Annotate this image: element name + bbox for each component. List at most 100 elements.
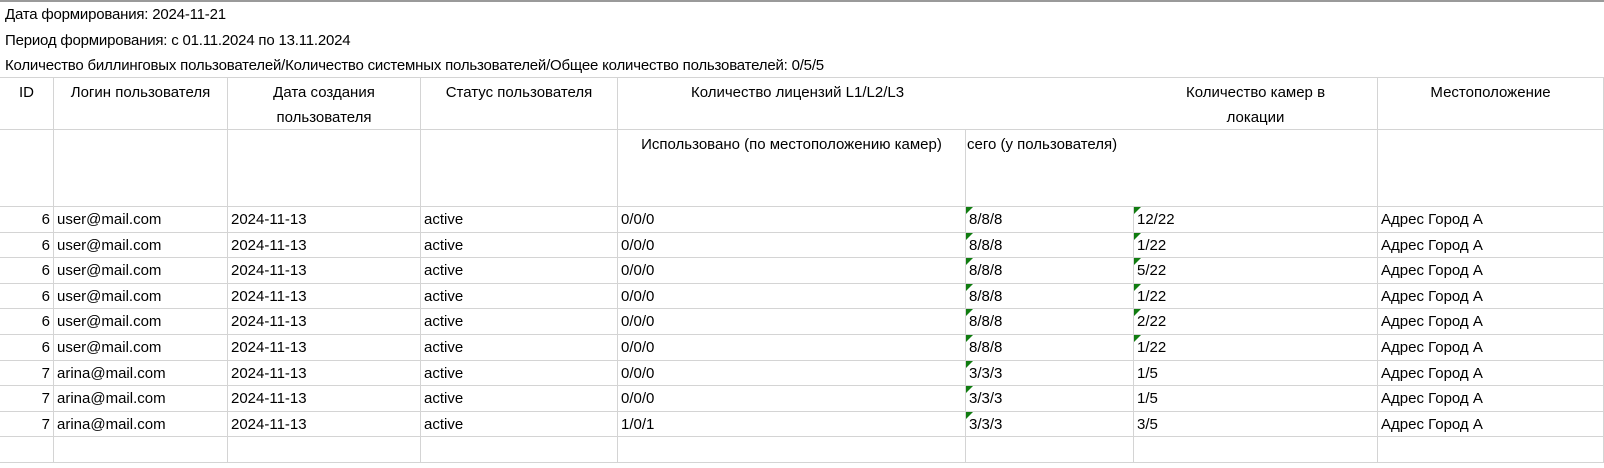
cell-used[interactable]: 0/0/0: [618, 258, 966, 284]
empty-cell[interactable]: [966, 437, 1134, 463]
cell-created[interactable]: 2024-11-13: [228, 232, 421, 259]
subheader-empty[interactable]: [0, 130, 54, 207]
subheader-empty[interactable]: [1134, 130, 1378, 207]
error-indicator-icon[interactable]: [1134, 207, 1141, 214]
cell-created[interactable]: 2024-11-13: [228, 283, 421, 310]
cell-total[interactable]: 8/8/8: [966, 283, 1134, 310]
cell-location[interactable]: Адрес Город А: [1378, 283, 1604, 310]
cell-created[interactable]: 2024-11-13: [228, 309, 421, 335]
cell-location[interactable]: Адрес Город А: [1378, 309, 1604, 335]
cell-login[interactable]: user@mail.com: [54, 232, 228, 259]
empty-cell[interactable]: [618, 437, 966, 463]
error-indicator-icon[interactable]: [966, 232, 973, 240]
subheader-empty[interactable]: [421, 130, 618, 207]
cell-used[interactable]: 0/0/0: [618, 207, 966, 233]
header-login[interactable]: Логин пользователя: [54, 78, 228, 130]
subheader-empty[interactable]: [1378, 130, 1604, 207]
cell-created[interactable]: 2024-11-13: [228, 335, 421, 361]
cell-cameras[interactable]: 1/22: [1134, 232, 1378, 259]
report-date[interactable]: Дата формирования: 2024-11-21: [5, 6, 226, 23]
cell-cameras[interactable]: 3/5: [1134, 411, 1378, 438]
cell-total[interactable]: 8/8/8: [966, 258, 1134, 284]
cell-id[interactable]: 6: [0, 232, 54, 259]
error-indicator-icon[interactable]: [966, 283, 973, 291]
cell-location[interactable]: Адрес Город А: [1378, 386, 1604, 412]
error-indicator-icon[interactable]: [966, 360, 973, 368]
cell-id[interactable]: 7: [0, 411, 54, 438]
cell-total[interactable]: 8/8/8: [966, 232, 1134, 259]
cell-used[interactable]: 1/0/1: [618, 411, 966, 438]
error-indicator-icon[interactable]: [1134, 283, 1141, 291]
cell-total[interactable]: 8/8/8: [966, 309, 1134, 335]
subheader-empty[interactable]: [228, 130, 421, 207]
cell-created[interactable]: 2024-11-13: [228, 360, 421, 387]
cell-login[interactable]: user@mail.com: [54, 258, 228, 284]
cell-login[interactable]: arina@mail.com: [54, 411, 228, 438]
empty-cell[interactable]: [1378, 437, 1604, 463]
cell-login[interactable]: user@mail.com: [54, 309, 228, 335]
header-location[interactable]: Местоположение: [1378, 78, 1604, 130]
cell-login[interactable]: user@mail.com: [54, 283, 228, 310]
error-indicator-icon[interactable]: [966, 207, 973, 214]
cell-total[interactable]: 3/3/3: [966, 386, 1134, 412]
header-licenses[interactable]: Количество лицензий L1/L2/L3: [618, 78, 1134, 130]
cell-cameras[interactable]: 12/22: [1134, 207, 1378, 233]
error-indicator-icon[interactable]: [966, 258, 973, 266]
cell-location[interactable]: Адрес Город А: [1378, 360, 1604, 387]
cell-created[interactable]: 2024-11-13: [228, 411, 421, 438]
subheader-total[interactable]: сего (у пользователя): [966, 130, 1134, 207]
cell-used[interactable]: 0/0/0: [618, 360, 966, 387]
cell-created[interactable]: 2024-11-13: [228, 386, 421, 412]
cell-status[interactable]: active: [421, 360, 618, 387]
cell-location[interactable]: Адрес Город А: [1378, 258, 1604, 284]
cell-status[interactable]: active: [421, 335, 618, 361]
cell-status[interactable]: active: [421, 386, 618, 412]
error-indicator-icon[interactable]: [966, 386, 973, 394]
empty-cell[interactable]: [0, 437, 54, 463]
cell-cameras[interactable]: 1/22: [1134, 283, 1378, 310]
empty-cell[interactable]: [228, 437, 421, 463]
cell-id[interactable]: 6: [0, 207, 54, 233]
cell-status[interactable]: active: [421, 232, 618, 259]
cell-location[interactable]: Адрес Город А: [1378, 207, 1604, 233]
cell-created[interactable]: 2024-11-13: [228, 207, 421, 233]
error-indicator-icon[interactable]: [966, 309, 973, 317]
cell-cameras[interactable]: 1/5: [1134, 386, 1378, 412]
cell-location[interactable]: Адрес Город А: [1378, 232, 1604, 259]
cell-used[interactable]: 0/0/0: [618, 309, 966, 335]
error-indicator-icon[interactable]: [1134, 309, 1141, 317]
cell-cameras[interactable]: 5/22: [1134, 258, 1378, 284]
cell-id[interactable]: 6: [0, 335, 54, 361]
cell-id[interactable]: 6: [0, 258, 54, 284]
header-status[interactable]: Статус пользователя: [421, 78, 618, 130]
error-indicator-icon[interactable]: [1134, 335, 1141, 342]
cell-location[interactable]: Адрес Город А: [1378, 411, 1604, 438]
cell-id[interactable]: 7: [0, 360, 54, 387]
error-indicator-icon[interactable]: [1134, 258, 1141, 266]
cell-used[interactable]: 0/0/0: [618, 386, 966, 412]
cell-status[interactable]: active: [421, 411, 618, 438]
cell-login[interactable]: arina@mail.com: [54, 360, 228, 387]
cell-used[interactable]: 0/0/0: [618, 335, 966, 361]
subheader-empty[interactable]: [54, 130, 228, 207]
header-created[interactable]: Дата создания пользователя: [228, 78, 421, 130]
user-counts[interactable]: Количество биллинговых пользователей/Кол…: [5, 57, 824, 74]
cell-cameras[interactable]: 1/22: [1134, 335, 1378, 361]
cell-status[interactable]: active: [421, 207, 618, 233]
report-period[interactable]: Период формирования: с 01.11.2024 по 13.…: [5, 32, 351, 49]
cell-status[interactable]: active: [421, 258, 618, 284]
empty-cell[interactable]: [54, 437, 228, 463]
cell-total[interactable]: 8/8/8: [966, 335, 1134, 361]
cell-created[interactable]: 2024-11-13: [228, 258, 421, 284]
cell-status[interactable]: active: [421, 283, 618, 310]
cell-total[interactable]: 3/3/3: [966, 360, 1134, 387]
error-indicator-icon[interactable]: [966, 411, 973, 419]
subheader-used[interactable]: Использовано (по местоположению камер): [618, 130, 966, 207]
header-cameras[interactable]: Количество камер в локации: [1134, 78, 1378, 130]
cell-status[interactable]: active: [421, 309, 618, 335]
cell-used[interactable]: 0/0/0: [618, 232, 966, 259]
error-indicator-icon[interactable]: [1134, 232, 1141, 240]
cell-used[interactable]: 0/0/0: [618, 283, 966, 310]
cell-cameras[interactable]: 1/5: [1134, 360, 1378, 387]
empty-cell[interactable]: [1134, 437, 1378, 463]
